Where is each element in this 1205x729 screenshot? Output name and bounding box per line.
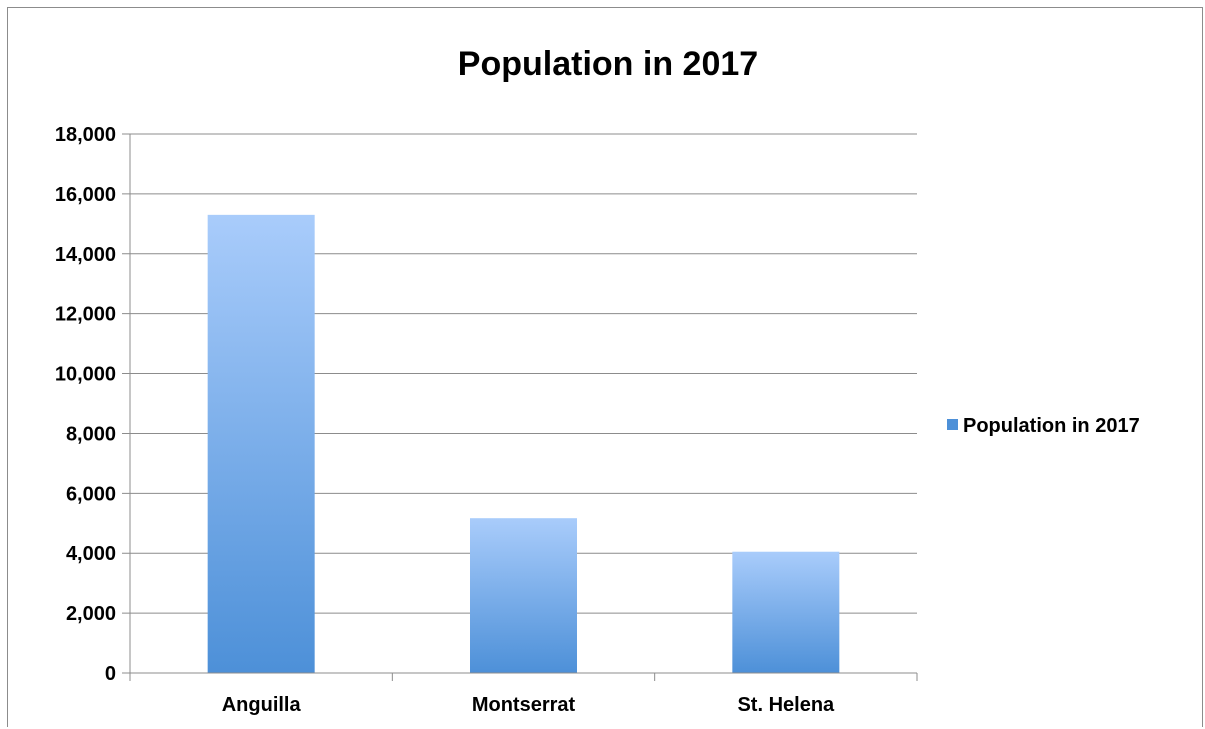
y-tick-label: 18,000 [55,124,116,146]
y-tick-label: 2,000 [66,603,116,625]
y-tick-label: 14,000 [55,244,116,266]
bar-st-helena [732,551,840,673]
y-tick-label: 0 [105,663,116,685]
y-tick-label: 12,000 [55,304,116,326]
legend: Population in 2017 [947,415,1140,437]
bars [207,214,840,673]
legend-swatch [947,419,958,430]
legend-label: Population in 2017 [963,415,1140,437]
chart-frame [7,7,1203,727]
x-category-label: Anguilla [222,694,302,716]
x-axis [122,134,918,681]
y-axis-ticks: 0 2,000 4,000 6,000 8,000 10,000 12,000 14,000 1… [55,124,116,685]
x-axis-labels: Anguilla Montserrat St. Helena [222,694,835,716]
x-category-label: St. Helena [737,694,835,716]
y-tick-label: 10,000 [55,364,116,386]
bar-montserrat [470,518,577,673]
chart-title: Population in 2017 [458,45,758,83]
y-tick-label: 6,000 [66,483,116,505]
x-category-label: Montserrat [472,694,576,716]
y-tick-label: 8,000 [66,423,116,445]
bar-anguilla [207,214,315,673]
y-tick-label: 4,000 [66,543,116,565]
y-tick-label: 16,000 [55,184,116,206]
